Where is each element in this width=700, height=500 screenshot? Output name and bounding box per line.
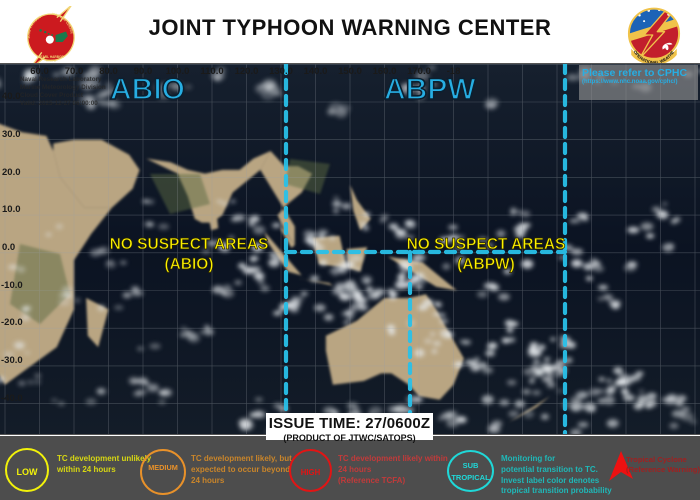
svg-text:Valid: 2025-12-27 06:00:00: Valid: 2025-12-27 06:00:00 <box>20 100 98 107</box>
svg-text:140.0: 140.0 <box>304 66 328 77</box>
svg-text:150.0: 150.0 <box>338 66 362 77</box>
svg-text:20.0: 20.0 <box>2 167 21 178</box>
svg-text:-20.0: -20.0 <box>1 317 23 328</box>
svg-text:10.0: 10.0 <box>2 204 21 215</box>
svg-text:0.0: 0.0 <box>2 242 15 253</box>
svg-text:Cloud Cover Product: Cloud Cover Product <box>20 92 84 99</box>
svg-text:-10.0: -10.0 <box>1 280 23 291</box>
svg-text:130.0: 130.0 <box>269 66 293 77</box>
svg-text:-40.0: -40.0 <box>1 393 23 404</box>
svg-text:70.0: 70.0 <box>65 66 84 77</box>
svg-text:60.0: 60.0 <box>30 66 49 77</box>
svg-text:Marine Meteorology Division: Marine Meteorology Division <box>20 84 106 91</box>
svg-text:120.0: 120.0 <box>235 66 259 77</box>
svg-text:110.0: 110.0 <box>200 66 223 77</box>
svg-text:-30.0: -30.0 <box>1 355 23 366</box>
svg-text:30.0: 30.0 <box>2 129 21 140</box>
svg-text:Naval Research Laboratory: Naval Research Laboratory <box>20 76 102 83</box>
svg-text:40.0: 40.0 <box>2 91 21 102</box>
